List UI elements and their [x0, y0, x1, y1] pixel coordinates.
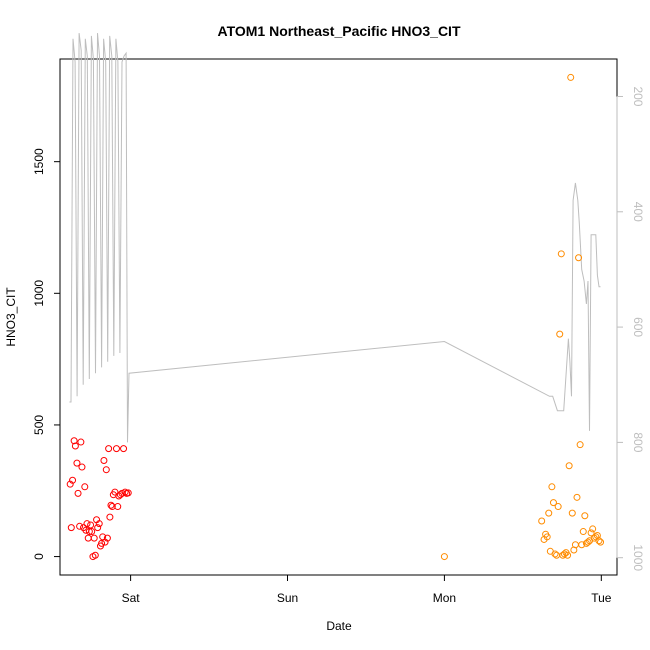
data-point: [91, 551, 99, 559]
data-point: [553, 551, 561, 559]
data-point: [103, 534, 111, 542]
data-point: [567, 73, 575, 81]
data-point: [120, 445, 128, 453]
x-tick-label: Tue: [591, 591, 612, 605]
data-point: [74, 489, 82, 497]
right-y-tick-label: 1000: [631, 544, 645, 571]
data-point: [589, 525, 597, 533]
data-point: [98, 539, 106, 547]
data-point: [81, 483, 89, 491]
data-point: [95, 520, 103, 528]
data-point: [73, 459, 81, 467]
data-point: [84, 534, 92, 542]
data-point: [565, 462, 573, 470]
data-point: [545, 509, 553, 517]
data-point: [581, 512, 589, 520]
right-y-tick-label: 600: [631, 317, 645, 337]
data-point: [101, 538, 109, 546]
data-point: [78, 463, 86, 471]
right-y-tick-label: 200: [631, 86, 645, 106]
data-point: [538, 517, 546, 525]
points-layer: [66, 73, 605, 561]
data-point: [556, 330, 564, 338]
data-point: [124, 489, 132, 497]
data-point: [578, 541, 586, 549]
data-point: [100, 456, 108, 464]
plot-frame: [59, 58, 618, 576]
data-point: [551, 550, 559, 558]
data-point: [105, 445, 113, 453]
data-point: [557, 250, 565, 258]
data-point: [88, 528, 96, 536]
data-point: [107, 501, 115, 509]
data-point: [108, 503, 116, 511]
data-point: [575, 254, 583, 262]
right-y-tick-label: 400: [631, 202, 645, 222]
line-layer: [69, 33, 601, 443]
data-point: [584, 538, 592, 546]
data-point: [543, 533, 551, 541]
data-point: [70, 437, 78, 445]
data-point: [111, 488, 119, 496]
data-point: [571, 541, 579, 549]
data-point: [548, 483, 556, 491]
data-point: [83, 520, 91, 528]
data-point: [121, 488, 129, 496]
right-y-tick-label: 800: [631, 432, 645, 452]
y-tick-label: 1000: [32, 280, 46, 307]
data-point: [87, 521, 95, 529]
data-point: [587, 529, 595, 537]
data-point: [85, 528, 93, 536]
y-axis: 0 500 1000 1500: [32, 148, 61, 560]
data-point: [579, 528, 587, 536]
data-point: [549, 499, 557, 507]
x-axis: Sat Sun Mon Tue: [122, 574, 612, 605]
y-tick-label: 500: [32, 415, 46, 435]
y-axis-label: HNO3_CIT: [4, 287, 18, 347]
series-line: [69, 33, 601, 443]
data-point: [595, 537, 603, 545]
data-point: [106, 513, 114, 521]
data-point: [576, 441, 584, 449]
data-point: [66, 480, 74, 488]
data-point: [94, 524, 102, 532]
data-point: [114, 503, 122, 511]
data-point: [71, 442, 79, 450]
right-y-axis: 200 400 600 800 1000: [616, 86, 645, 571]
data-point: [573, 493, 581, 501]
data-point: [568, 509, 576, 517]
y-tick-label: 0: [32, 553, 46, 560]
x-tick-label: Sat: [122, 591, 141, 605]
data-point: [69, 476, 77, 484]
data-point: [90, 534, 98, 542]
data-point: [554, 503, 562, 511]
data-point: [440, 553, 448, 561]
data-point: [67, 524, 75, 532]
x-tick-label: Sun: [277, 591, 298, 605]
x-axis-label: Date: [326, 619, 352, 633]
data-point: [112, 445, 120, 453]
data-point: [560, 550, 568, 558]
chart-title: ATOM1 Northeast_Pacific HNO3_CIT: [218, 23, 461, 39]
y-tick-label: 1500: [32, 148, 46, 175]
data-point: [597, 538, 605, 546]
data-point: [76, 522, 84, 530]
data-point: [77, 438, 85, 446]
data-point: [102, 466, 110, 474]
data-point: [564, 551, 572, 559]
x-tick-label: Mon: [433, 591, 456, 605]
